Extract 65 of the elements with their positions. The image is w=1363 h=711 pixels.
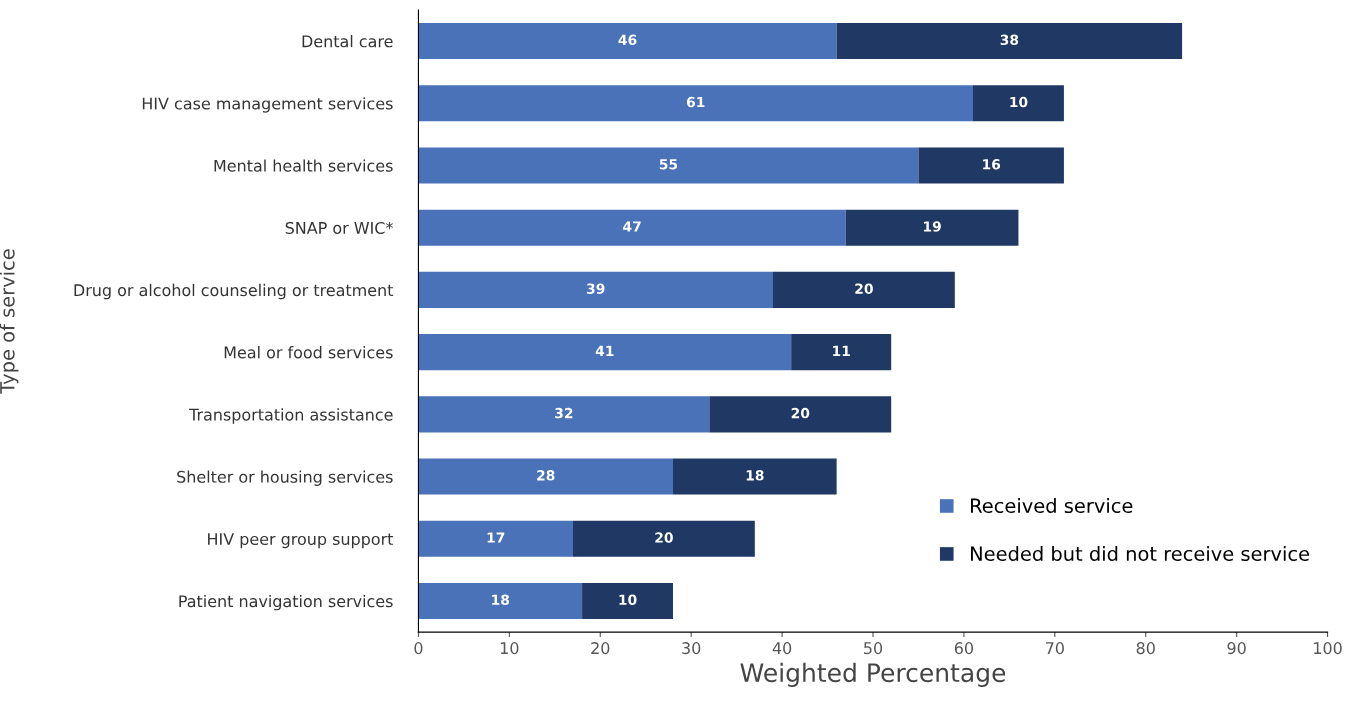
y-tick-label: HIV case management services	[142, 97, 393, 113]
x-axis-title: Weighted Percentage	[740, 662, 1006, 688]
y-tick-label: Meal or food services	[224, 346, 393, 359]
bar	[418, 271, 773, 308]
data-label: 10	[1010, 96, 1028, 108]
data-label: 32	[555, 407, 573, 419]
bar	[418, 334, 792, 371]
data-label: 55	[659, 159, 678, 170]
legend-label: Received service	[971, 498, 1133, 514]
legend-label: Needed but did not receive service	[971, 545, 1310, 562]
bar	[418, 458, 673, 495]
bar	[791, 334, 892, 371]
bar	[418, 209, 846, 246]
bar	[582, 582, 673, 620]
data-label: 18	[746, 470, 764, 481]
x-tick-label: 20	[591, 642, 610, 655]
bar	[918, 147, 1064, 184]
y-tick-label: Patient navigation services	[179, 594, 393, 611]
data-label: 39	[586, 283, 605, 294]
y-tick-label: Dental care	[302, 34, 393, 48]
data-label: 28	[537, 470, 555, 481]
data-label: 16	[983, 159, 1001, 170]
data-label: 47	[623, 221, 641, 232]
bar	[418, 23, 837, 60]
bar	[773, 271, 955, 308]
data-label: 19	[924, 221, 941, 232]
x-tick-label: 0	[414, 642, 423, 655]
x-tick-label: 80	[1136, 642, 1155, 655]
data-label: 41	[595, 345, 614, 356]
x-tick-label: 50	[864, 642, 883, 655]
data-label: 38	[1000, 34, 1019, 46]
y-tick-label: SNAP or WIC*	[285, 221, 393, 234]
y-tick-label: HIV peer group support	[208, 533, 394, 549]
data-label: 20	[655, 532, 673, 543]
data-label: 11	[833, 345, 850, 356]
data-label: 17	[487, 532, 505, 543]
x-tick-label: 10	[500, 642, 519, 655]
data-label: 20	[791, 407, 810, 419]
bar	[709, 396, 892, 433]
data-label: 18	[492, 594, 510, 605]
bar	[845, 209, 1019, 246]
y-tick-label: Shelter or housing services	[177, 470, 393, 486]
y-tick-label: Drug or alcohol counseling or treatment	[74, 283, 394, 300]
bar	[572, 520, 755, 557]
bar	[418, 582, 583, 620]
x-tick-label: 70	[1045, 642, 1064, 655]
x-tick-label: 40	[772, 642, 792, 655]
y-axis-title: Type of service	[0, 249, 19, 394]
data-label: 61	[686, 96, 705, 108]
bar	[418, 396, 710, 433]
x-tick-label: 30	[682, 642, 701, 655]
data-label: 46	[618, 34, 637, 46]
data-label: 10	[619, 594, 637, 605]
data-label: 20	[855, 283, 873, 294]
bar	[973, 85, 1064, 122]
x-tick-label: 90	[1227, 642, 1246, 655]
bar	[418, 520, 573, 557]
x-tick-label: 100	[1314, 642, 1342, 655]
bar	[418, 85, 973, 122]
x-tick-label: 60	[954, 642, 974, 655]
bar	[672, 458, 837, 495]
bar	[418, 147, 919, 184]
bar	[836, 23, 1183, 60]
y-tick-label: Mental health services	[214, 159, 393, 172]
y-tick-label: Transportation assistance	[189, 408, 393, 424]
